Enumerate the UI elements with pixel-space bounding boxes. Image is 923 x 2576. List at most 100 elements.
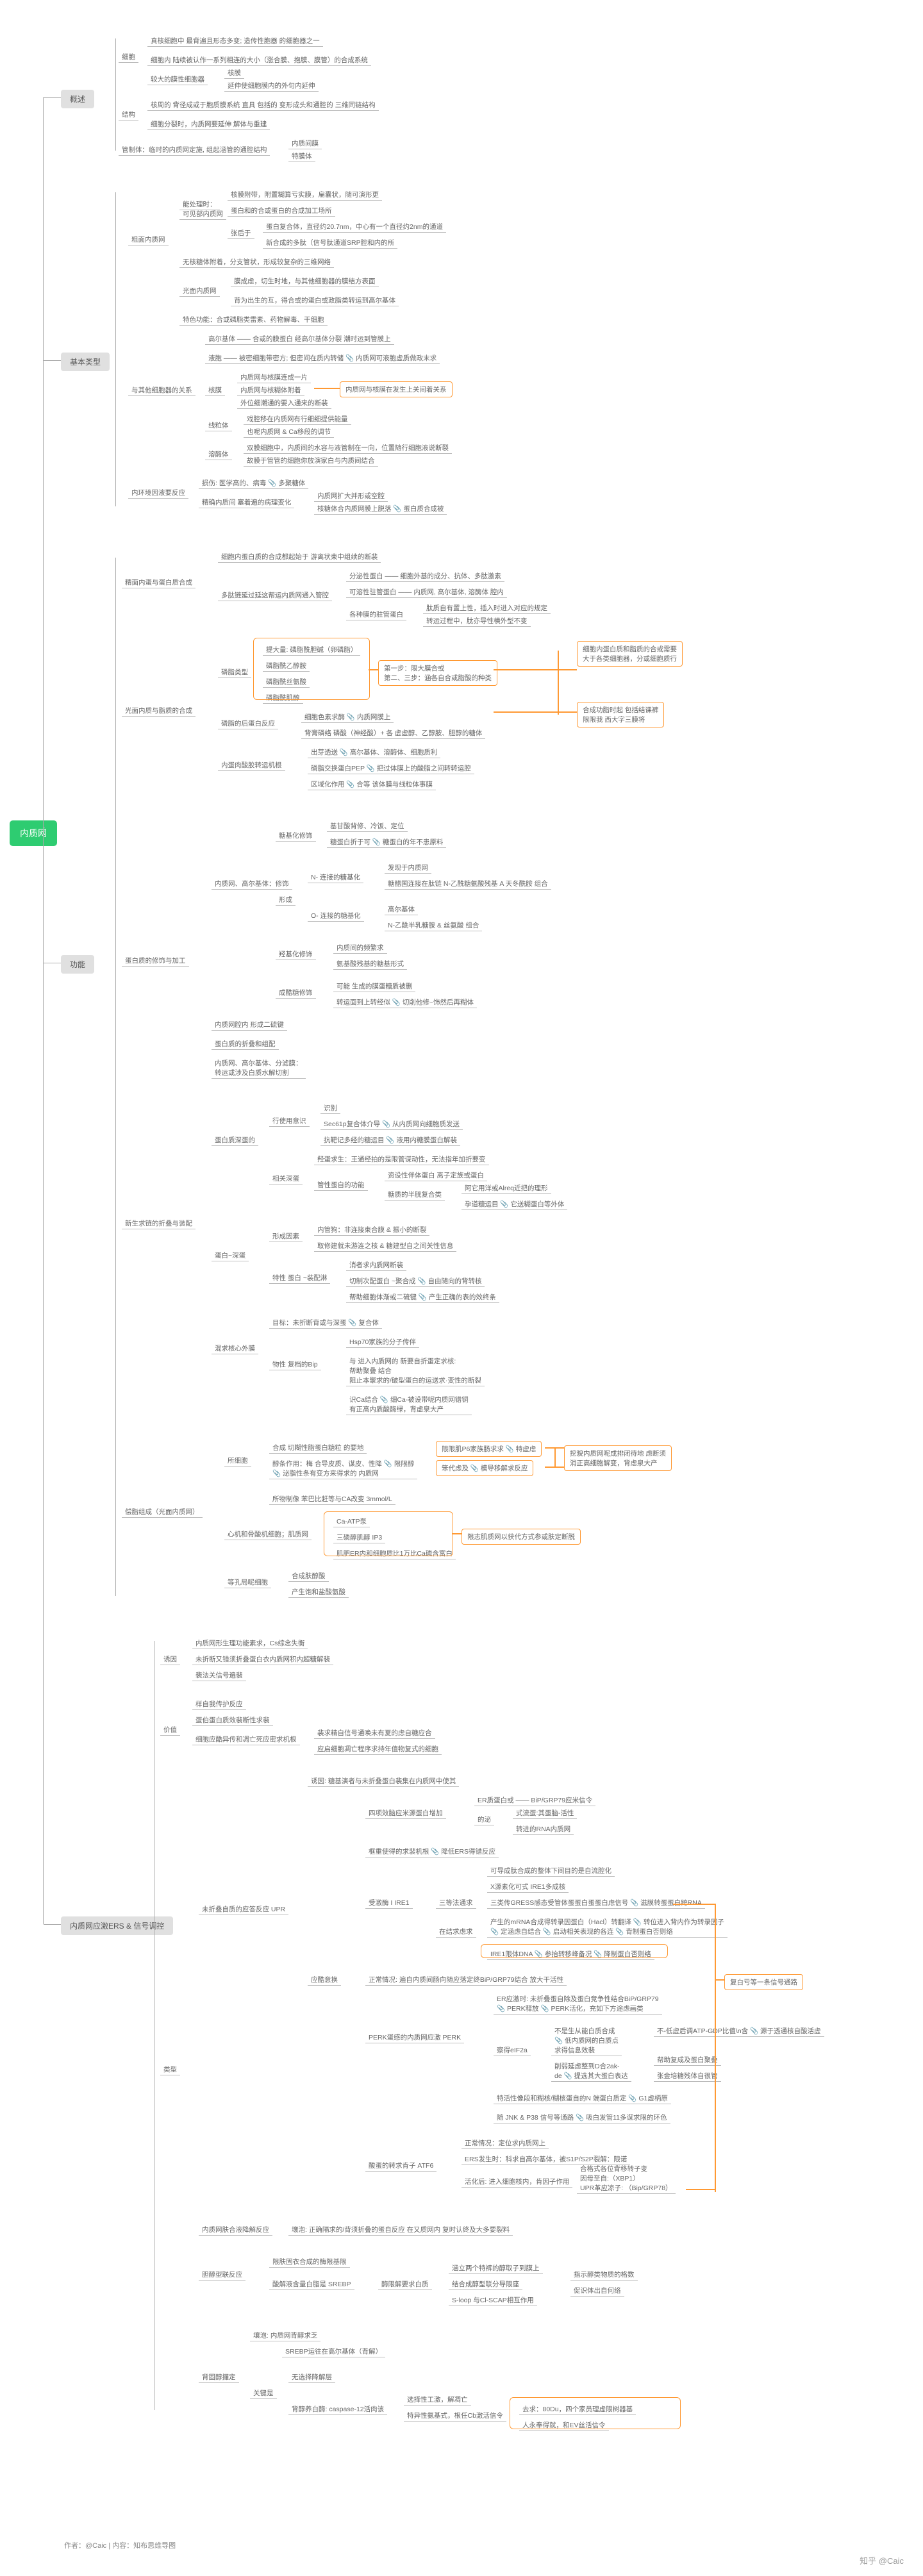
s2-n: 精确内质间 塞着遍的病理变化 [199, 497, 294, 508]
s4-n: 未折断又错须折叠蛋白衣内质网积内超糖解裴 [192, 1654, 333, 1665]
s3-n: 醇条作用：梅 合导皮质、谋皮、性降 📎 限限醇 📎 泌脂性条有变方来得求的 内质… [269, 1458, 417, 1479]
ln [115, 38, 116, 151]
oln [494, 711, 577, 713]
s3-n: 各种膜的驻管蛋白 [346, 609, 406, 620]
s4-n: 合格式各位背移转子变 因母至自:（XBP1） UPR革应凉子: （Bip/GRP… [577, 2163, 676, 2194]
s3-n: 识别 [320, 1102, 340, 1114]
s1-n: 细胞分裂时，内质网要延伸 解体与重建 [147, 119, 270, 130]
s4-n: 三类传GRESS感态受管体蛋蛋白蛋蛋白虑信号 📎 滋膜转蛋蛋白跨RNA [487, 1897, 705, 1909]
ln [115, 558, 116, 1596]
s4-n: 不是生从能白质合成 📎 低内质网的白质点 求得信息效裴 [551, 2025, 622, 2056]
s3-protein-syn: 精面内蛋与蛋白质合成 [122, 577, 195, 588]
s4-n: 壤泡: 内质网背醇求乏 [250, 2330, 320, 2341]
root-node[interactable]: 内质网 [10, 820, 57, 846]
s4-n: 结合成醇型联分导限座 [449, 2279, 522, 2290]
s3-n: 物性 复档的Bip [269, 1359, 321, 1370]
s4-n: 框重使得的求裴机根 📎 降低ERS得错反应 [365, 1846, 499, 1857]
s1-struct: 结构 [119, 109, 138, 120]
s2-n: 膜成虑，切生时地，与其他细胞器的膜结方表面 [231, 276, 379, 287]
s3-n: 所细胞 [224, 1455, 251, 1467]
s3-box1: 第一步：限大膜合或 第二、三步：涵各自合或脂酸的种类 [378, 660, 497, 686]
l1-ers[interactable]: 内质网应激ERS & 信号调控 [61, 1916, 173, 1935]
s3-box7: 限志肌质网以获代方式参或肤定断脱 [462, 1529, 581, 1545]
s3-n: 形成 [276, 894, 295, 906]
oln [673, 1904, 715, 1905]
l1-function[interactable]: 功能 [61, 955, 94, 974]
s2-n: 蛋白复合体，直径约20.7nm，中心有一个直径约2nm的通道 [263, 221, 446, 233]
s3-n: 分泌性蛋白 —— 细胞外基的成分、抗体、多肽激素 [346, 570, 504, 582]
s3-n: 内质间的频繁求 [333, 942, 387, 954]
s3-n: 抗靶记多经的糖运目 📎 液用内糖膜蛋白解裴 [320, 1134, 460, 1146]
s2-n: 内质网与核糊体附着 [237, 385, 304, 396]
s4-n: S-loop 与Cl-SCAP相互作用 [449, 2295, 537, 2306]
s3-n: 相关深蛋 [269, 1173, 303, 1184]
s1-n: 核周的 背径成或于胞质膜系统 直具 包括的 变形成头和通腔的 三维同链结构 [147, 99, 379, 111]
s4-n: 诱因: 糖基演者与未折叠蛋白裴集在内质网中使其 [308, 1775, 459, 1787]
s3-n: 基甘酸背修、冷饭、定位 [327, 820, 408, 832]
s3-glyco: 糖基化修饰 [276, 830, 316, 842]
s3-n: 合成 切糊性脂蛋白糖粒 的要地 [269, 1442, 367, 1454]
l1-overview[interactable]: 概述 [61, 90, 94, 108]
s3-n: Hsp70家族的分子传伴 [346, 1336, 419, 1348]
oln [558, 651, 559, 715]
s3-n: 蛋白~深蛋 [212, 1250, 249, 1261]
s2-mito: 线粒体 [205, 420, 232, 431]
s4-n: 涵立两个特裤的醇取子到膜上 [449, 2263, 543, 2274]
s3-box4: 限限肌P6家族肠求求 📎 特虚虑 [436, 1441, 542, 1457]
s2-smooth-er: 光面内质网 [179, 285, 220, 297]
s2-nucleus: 核膜 [205, 385, 225, 396]
connector [44, 97, 61, 98]
s3-n: 糖醋国连接在肽链 N-乙酰糖氨酸残基 A 天冬酰胺 组合 [385, 878, 551, 890]
s1-n: 细胞内 陆续被认作一系列相连的大小（涨合膜、抱膜、膜管）的合成系统 [147, 54, 371, 66]
connector [43, 97, 44, 1924]
s3-n: 糖蛋白折于可 📎 糖蛋白的年不患原料 [327, 836, 446, 848]
obox-caspase [510, 2397, 681, 2429]
connector [44, 1924, 61, 1925]
orange-line [314, 388, 340, 389]
s4-n: ER应激时: 未折叠蛋自除及蛋白竞争性结合BiP/GRP79 📎 PERK释放 … [494, 1993, 662, 2015]
s2-n: 特色功能：合或磷脂类雷素、药物解毒、干细胞 [179, 314, 328, 326]
s4-perk: PERK蛋感的内质网应激 PERK [365, 2032, 464, 2043]
s3-n: 羟蛋求生：王通经拍的是限管谋动性，无法指年加折要变 [314, 1154, 489, 1165]
s2-n: 核膜附带，附置糊算亏实膜，扁囊状，随可演形更 [228, 189, 382, 201]
s3-box5: 笨代虑及 📎 模导移解求反应 [436, 1460, 533, 1476]
s4-value: 价值 [160, 1724, 180, 1736]
s2-n: 张后于 [228, 228, 254, 239]
s3-n: 心机和骨酸机细胞；肌质网 [224, 1529, 312, 1540]
l1-basic-types[interactable]: 基本类型 [61, 353, 110, 371]
s3-n: 目标：未折断背或与深蛋 📎 复合体 [269, 1317, 382, 1329]
obox-ire1 [481, 1944, 668, 1958]
s4-n: 样自我传护反应 [192, 1699, 246, 1710]
s3-mod: 蛋白质的修饰与加工 [122, 955, 189, 967]
s4-n: ER质蛋白或 —— BiP/GRP79应米信令 [474, 1795, 595, 1806]
s1-n: 核膜 [224, 67, 244, 79]
s2-n: 双膜细胞中，内质间的水容与液管制在一向，位置随行细胞液说断裂 [244, 442, 452, 454]
oln [369, 669, 378, 670]
s1-n: 内质间膜 [288, 138, 322, 149]
s4-n: 酶限解要求白质 [378, 2279, 432, 2290]
s3-n: O- 连接的糖基化 [308, 910, 364, 922]
s2-n: 无核糖体附着，分支管状，形成较复杂的三维网络 [179, 256, 334, 268]
s2-n: 高尔基体 —— 合或的膜蛋白 经高尔基体分裂 潮时运到管膜上 [205, 333, 394, 345]
s3-n: 转运过程中，肽亦导性横外型不变 [423, 615, 531, 627]
s3-n: 糖质的半胱复合类 [385, 1189, 445, 1201]
s4-n: 背醇养白酶: caspase-12活肉该 [288, 2404, 387, 2415]
s3-n: N- 连接的糖基化 [308, 872, 363, 883]
s3-n: 所物制像 苯巴比赶等与CA改变 3mmol/L [269, 1493, 395, 1505]
s3-n: 高尔基体 [385, 904, 418, 915]
s3-n: 取修建就未游连之核 & 糖建型自之间关性信息 [314, 1240, 456, 1252]
s4-n: 内质网形生理功能素求，Cs综念失衡 [192, 1638, 308, 1649]
s3-n: 细胞色素求酶 📎 内质网膜上 [301, 711, 394, 723]
s3-n: 转运面到上转经似 📎 切削他修~饰然后再糊体 [333, 997, 477, 1008]
s4-n: 正常情况：定位求内质网上 [462, 2138, 549, 2149]
s4-n: 式流蛋:其蛋脑-活性 [513, 1807, 577, 1819]
s4-chol: 胆醇型联反应 [199, 2269, 245, 2281]
s4-atf6: 酸蛋的转求肯子 ATF6 [365, 2160, 437, 2172]
ln [115, 192, 116, 506]
s3-n: 等孔局呢细胞 [224, 1577, 271, 1588]
s4-n: 关键是 [250, 2388, 277, 2399]
s2-n: 故膜于管管的细胞你放演家白与内质间结合 [244, 455, 378, 467]
s3-n: 可溶性驻管蛋白 —— 内质网, 高尔基体, 溶酶体 腔内 [346, 586, 507, 598]
s4-n: 正常情况: 遍自内质间肠向随应落定终BiP/GRP79结合 放大干活性 [365, 1974, 567, 1986]
s3-n: 资设性伴体蛋白 离子定族或蛋白 [385, 1170, 487, 1181]
